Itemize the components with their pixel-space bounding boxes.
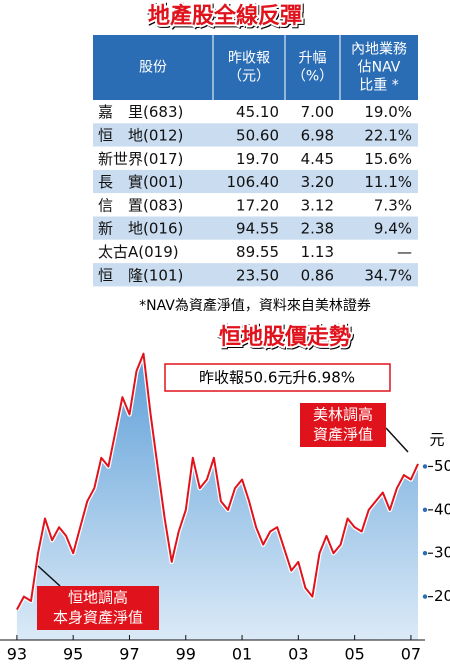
table-cell: 34.7%: [364, 266, 412, 284]
table-cell: 7.00: [301, 103, 334, 121]
annotation-arrow: [37, 565, 61, 587]
table-cell: 3.20: [301, 173, 334, 191]
table-cell: 7.3%: [374, 196, 412, 214]
row-bg: [93, 146, 418, 170]
y-tick-dot: [422, 507, 428, 513]
table-cell: 23.50: [236, 266, 279, 284]
table-cell: 94.55: [236, 220, 279, 238]
header-cell: 佔NAV: [358, 60, 401, 76]
row-bg: [93, 123, 418, 147]
header-bg: [93, 35, 418, 100]
annotation: 資產淨值: [313, 426, 373, 444]
row-bg: [93, 100, 418, 124]
table-cell: 106.40: [227, 173, 280, 191]
headline-box: [164, 363, 391, 392]
line: [16, 352, 419, 611]
row-bg: [93, 263, 418, 287]
table-cell: 4.45: [301, 150, 334, 168]
x-tick-label: 07: [401, 645, 421, 664]
table-cell: 嘉 里(683): [98, 103, 183, 121]
headline: 昨收報50.6元升6.98%: [199, 369, 355, 387]
y-tick-label: 50: [434, 457, 450, 475]
table-cell: 50.60: [236, 126, 279, 144]
header-cell: 升幅: [299, 51, 327, 67]
table-cell: 11.1%: [364, 173, 412, 191]
table-cell: 恒 地(012): [98, 126, 183, 144]
table-cell: 22.1%: [364, 126, 412, 144]
footnote: *NAV為資產淨值，資料來自美林證券: [139, 297, 371, 314]
x-tick-label: 97: [119, 645, 139, 664]
table-cell: 信 置(083): [98, 196, 183, 214]
table-cell: 19.0%: [364, 103, 412, 121]
table-cell: 3.12: [301, 196, 334, 214]
row-bg: [93, 239, 418, 264]
row-bg: [93, 216, 418, 240]
x-tick-label: 99: [176, 645, 196, 664]
table-cell: 0.86: [301, 266, 334, 284]
table-cell: 1.13: [301, 243, 334, 261]
row-bg: [93, 169, 418, 194]
table-cell: 2.38: [301, 220, 334, 238]
header-cell: （%）: [292, 69, 333, 85]
annotation: 本身資產淨值: [53, 609, 143, 627]
table-cell: 45.10: [236, 103, 279, 121]
table-cell: 6.98: [301, 126, 334, 144]
header-cell: 比重 *: [359, 78, 398, 94]
page-title: 地產股全線反彈: [148, 3, 302, 29]
y-tick-label: 20: [434, 587, 450, 605]
table-cell: 太古A(019): [98, 243, 179, 261]
y-tick-dot: [422, 551, 428, 556]
x-tick-label: 05: [344, 645, 364, 664]
row-bg: [93, 193, 418, 217]
y-tick-label: 30: [434, 544, 450, 562]
header-cell: 內地業務: [351, 42, 407, 58]
table-cell: 新 地(016): [98, 220, 183, 238]
header-cell: 昨收報: [228, 51, 270, 67]
table-cell: 恒 隆(101): [98, 266, 183, 284]
x-tick-label: 93: [7, 645, 27, 664]
header-cell: （元）: [228, 69, 270, 85]
table-cell: 15.6%: [364, 150, 412, 168]
x-tick-label: 01: [232, 645, 252, 664]
chart: 恒地股價走勢 昨收報50.6元升6.98% 20 30 40 50 元 93 95 97 99 01…: [0, 322, 450, 664]
y-unit: 元: [429, 431, 444, 449]
annotation-box: [300, 403, 386, 447]
y-tick-dot: [422, 594, 428, 599]
y-tick-label: 40: [434, 500, 450, 518]
table-cell: 89.55: [236, 243, 279, 261]
annotation-box: [37, 586, 159, 630]
table-cell: 17.20: [236, 196, 279, 214]
x-tick-label: 03: [288, 645, 308, 664]
table-cell: 19.70: [236, 150, 279, 168]
chart-title: 恒地股價走勢: [219, 324, 351, 350]
header-cell: 股份: [139, 60, 167, 76]
annotation: 恒地調高: [68, 589, 128, 607]
table-cell: 9.4%: [374, 220, 412, 238]
table-cell: —: [397, 243, 412, 261]
x-tick-label: 95: [63, 645, 83, 664]
table-cell: 新世界(017): [98, 150, 183, 168]
annotation-arrow: [385, 427, 409, 453]
annotation: 美林調高: [313, 406, 373, 424]
y-tick-dot: [422, 464, 428, 469]
table-cell: 長 實(001): [98, 173, 183, 191]
